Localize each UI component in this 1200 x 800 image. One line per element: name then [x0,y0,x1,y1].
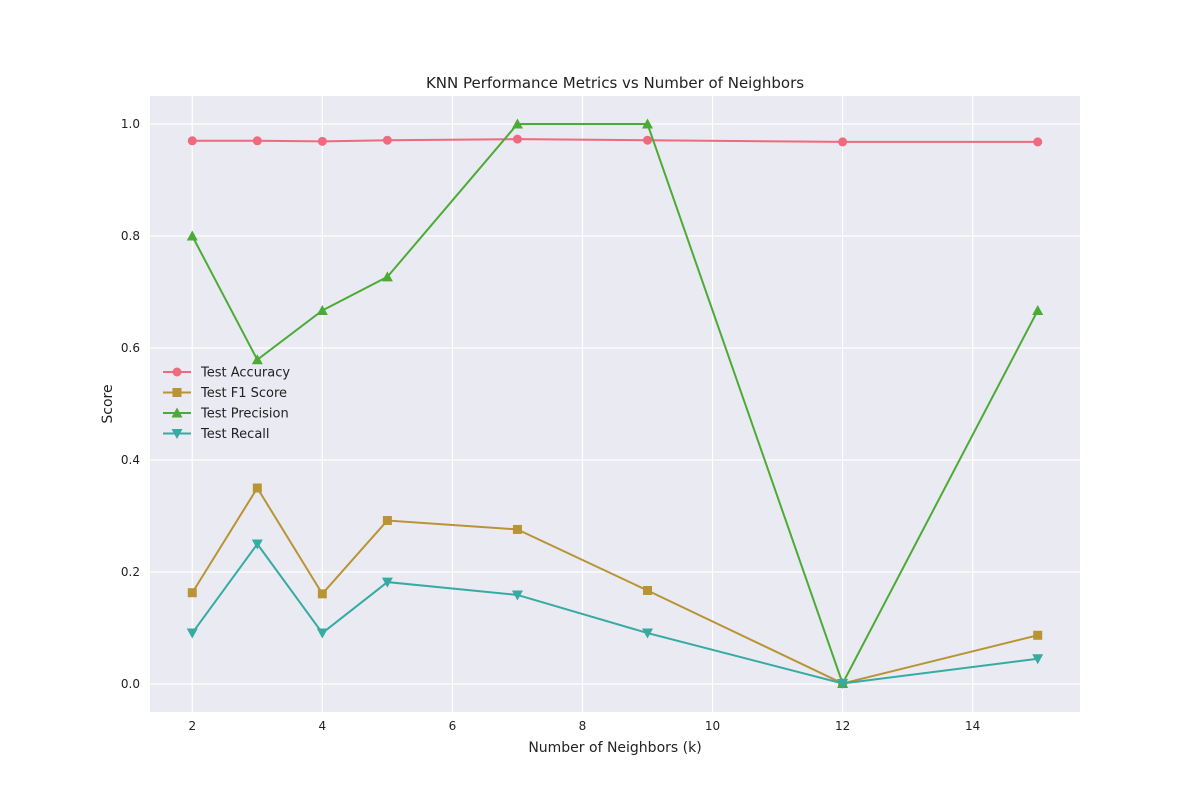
y-tick-label: 0.0 [121,677,140,691]
plot-background [150,96,1080,712]
legend-marker [171,429,183,439]
data-point-test-recall [381,577,393,588]
legend-label: Test Accuracy [200,366,290,381]
legend-marker [171,407,183,418]
tick-layer: 2 4 6 8 10 12 14 0.0 0.2 0.4 0.6 0.8 1.0 [121,117,980,733]
data-point-test-accuracy [838,137,848,147]
y-tick-label: 0.8 [121,229,140,243]
x-tick-label: 8 [579,719,587,733]
data-point-test-precision [511,118,523,129]
legend-item-test-precision: Test Precision [163,407,289,422]
x-axis-label: Number of Neighbors (k) [528,740,701,756]
data-point-test-accuracy [643,135,653,145]
data-point-test-accuracy [187,136,197,146]
x-tick-label: 14 [965,719,980,733]
x-tick-label: 4 [319,719,327,733]
series-test-accuracy [187,134,1043,147]
legend-item-test-recall: Test Recall [163,427,270,442]
data-point-test-accuracy [1033,137,1043,147]
y-tick-label: 0.2 [121,565,140,579]
data-point-test-precision [642,118,654,129]
legend-item-test-accuracy: Test Accuracy [163,366,290,381]
data-point-test-recall [837,678,849,689]
data-point-test-f1-score [317,589,327,599]
legend-label: Test Recall [200,427,270,442]
data-point-test-f1-score [643,585,653,595]
data-point-test-precision [251,354,263,365]
legend-label: Test F1 Score [200,386,287,401]
series-line-test-precision [191,123,1039,686]
series-test-precision [186,118,1044,688]
data-point-test-f1-score [187,588,197,598]
y-axis-label: Score [100,384,116,423]
data-point-test-recall [316,628,328,639]
series-layer [186,118,1044,689]
data-point-test-accuracy [252,136,262,146]
data-point-test-recall [511,590,523,601]
x-tick-label: 6 [449,719,457,733]
data-point-test-precision [316,304,328,315]
data-point-test-recall [251,539,263,550]
y-tick-label: 0.6 [121,341,140,355]
data-point-test-f1-score [1033,630,1043,640]
series-line-test-recall [191,542,1038,685]
data-point-test-recall [186,628,198,639]
legend-marker [172,388,182,397]
series-line-test-accuracy [192,138,1038,143]
data-point-test-precision [381,271,393,282]
x-tick-label: 10 [705,719,720,733]
y-tick-label: 1.0 [121,117,140,131]
data-point-test-f1-score [512,524,522,534]
data-point-test-recall [642,628,654,639]
series-test-recall [186,539,1044,689]
legend-label: Test Precision [200,407,289,422]
data-point-test-f1-score [382,515,392,525]
x-tick-label: 2 [188,719,196,733]
data-point-test-accuracy [317,136,327,146]
data-point-test-accuracy [382,135,392,145]
chart-title: KNN Performance Metrics vs Number of Nei… [426,74,804,92]
data-point-test-precision [186,230,198,241]
x-tick-label: 12 [835,719,850,733]
y-tick-label: 0.4 [121,453,140,467]
legend: Test Accuracy Test F1 Score Test Precision… [163,366,290,442]
legend-marker [172,367,182,377]
data-point-test-recall [1032,654,1044,665]
legend-item-test-f1-score: Test F1 Score [163,386,287,401]
data-point-test-precision [1032,304,1044,315]
data-point-test-f1-score [252,483,262,493]
series-line-test-f1-score [191,486,1038,685]
data-point-test-accuracy [512,134,522,144]
